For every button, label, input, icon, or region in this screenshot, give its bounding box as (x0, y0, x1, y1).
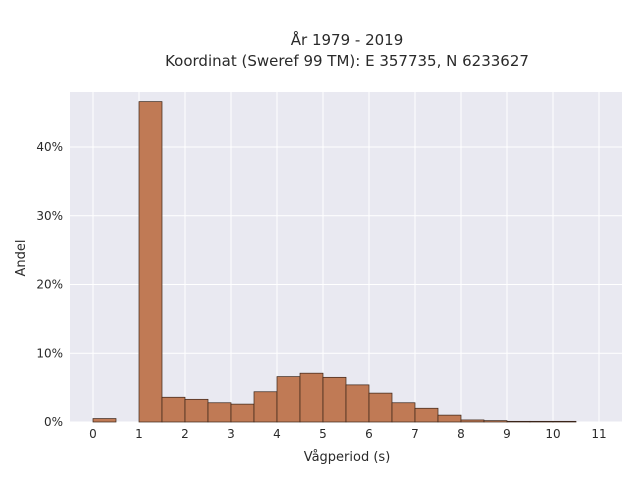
histogram-bar (483, 420, 508, 423)
x-tick-label: 4 (273, 427, 281, 441)
histogram-bar (207, 402, 232, 423)
histogram-bar (253, 391, 278, 423)
x-tick-label: 7 (411, 427, 419, 441)
histogram-bar (552, 420, 577, 423)
x-tick-label: 11 (591, 427, 606, 441)
histogram-bar (161, 396, 186, 423)
chart-title-line1: År 1979 - 2019 (291, 30, 404, 49)
histogram-bar (299, 372, 324, 423)
chart-title-line2: Koordinat (Sweref 99 TM): E 357735, N 62… (165, 52, 529, 70)
x-tick-label: 0 (89, 427, 97, 441)
histogram-bar (230, 403, 255, 423)
x-axis-ticks: 0 1 2 3 4 5 6 7 8 9 10 11 (89, 427, 606, 441)
histogram-bar (506, 420, 531, 423)
x-tick-label: 6 (365, 427, 373, 441)
y-tick-label: 40% (36, 140, 63, 154)
histogram-bar (368, 392, 393, 423)
y-tick-label: 20% (36, 278, 63, 292)
x-tick-label: 8 (457, 427, 465, 441)
histogram-bar (322, 376, 347, 423)
y-tick-label: 10% (36, 346, 63, 360)
histogram-bar (138, 101, 163, 423)
histogram-bar (92, 418, 117, 423)
histogram-bar (529, 420, 554, 423)
x-tick-label: 5 (319, 427, 327, 441)
y-tick-label: 0% (44, 415, 63, 429)
x-tick-label: 2 (181, 427, 189, 441)
x-tick-label: 3 (227, 427, 235, 441)
y-axis-label: Andel (14, 240, 29, 277)
x-tick-label: 9 (503, 427, 511, 441)
y-tick-label: 30% (36, 209, 63, 223)
histogram-bar (276, 376, 301, 423)
x-axis-label: Vågperiod (s) (304, 450, 391, 465)
y-axis-ticks: 0% 10% 20% 30% 40% (36, 140, 63, 429)
histogram-bar (391, 402, 416, 423)
histogram-bar (184, 398, 209, 423)
histogram-bar (414, 407, 439, 423)
histogram-bar (437, 414, 462, 423)
x-tick-label: 1 (135, 427, 143, 441)
bars (92, 101, 577, 423)
histogram-bar (345, 384, 370, 423)
histogram-bar (460, 419, 485, 423)
x-tick-label: 10 (545, 427, 560, 441)
